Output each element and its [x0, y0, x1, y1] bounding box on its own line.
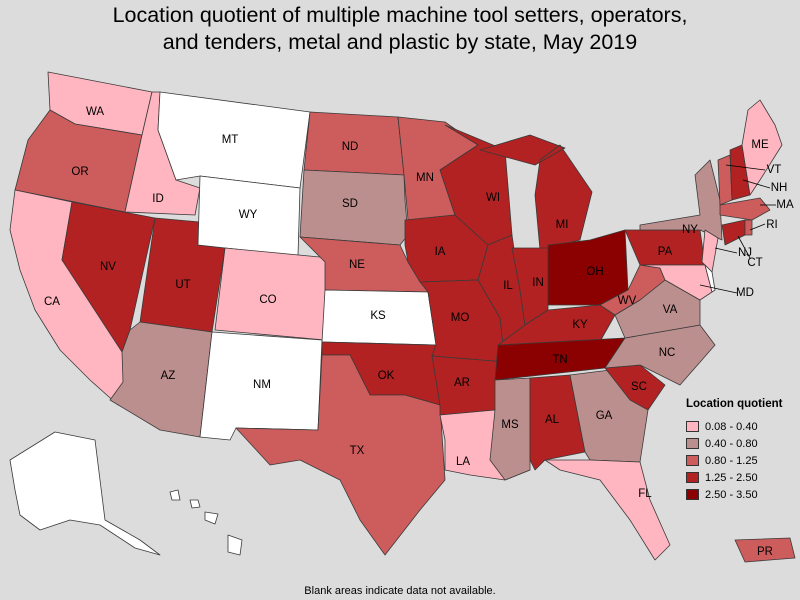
state-label-oh: OH — [586, 266, 603, 278]
state-label-wv: WV — [618, 295, 637, 307]
state-label-sd: SD — [342, 198, 358, 210]
state-label-vt: VT — [767, 164, 782, 176]
state-ri — [744, 219, 753, 236]
state-label-me: ME — [751, 139, 769, 151]
state-ct — [721, 219, 746, 246]
state-label-tx: TX — [350, 445, 365, 457]
state-label-md: MD — [736, 287, 754, 299]
state-label-ks: KS — [370, 310, 386, 322]
state-label-wy: WY — [239, 209, 258, 221]
state-label-pa: PA — [658, 246, 673, 258]
state-label-mi: MI — [556, 219, 569, 231]
legend-label: 2.50 - 3.50 — [705, 488, 758, 501]
state-label-mt: MT — [222, 134, 239, 146]
state-fl — [544, 459, 671, 561]
legend-swatch — [686, 472, 699, 483]
state-label-ut: UT — [175, 279, 190, 291]
state-hi — [169, 489, 243, 556]
state-label-nm: NM — [253, 379, 271, 391]
leader-line-nh — [742, 179, 771, 189]
state-ak — [9, 431, 161, 556]
state-label-nv: NV — [100, 261, 116, 273]
footnote: Blank areas indicate data not available. — [304, 585, 496, 597]
map-title: Location quotient of multiple machine to… — [0, 2, 800, 56]
state-label-ca: CA — [44, 296, 60, 308]
state-label-nd: ND — [342, 141, 359, 153]
state-label-ga: GA — [596, 410, 613, 422]
state-label-il: IL — [503, 280, 513, 292]
map-title-line-2: and tenders, metal and plastic by state,… — [162, 30, 638, 54]
state-label-la: LA — [456, 456, 470, 468]
state-label-mn: MN — [416, 172, 434, 184]
legend-label: 0.40 - 0.80 — [705, 437, 758, 450]
state-label-ny: NY — [682, 224, 698, 236]
state-label-az: AZ — [161, 370, 176, 382]
state-label-mo: MO — [451, 312, 470, 324]
state-ma — [719, 197, 771, 221]
state-label-tn: TN — [552, 354, 567, 366]
state-label-co: CO — [259, 294, 276, 306]
legend-swatch — [686, 489, 699, 500]
state-label-al: AL — [545, 414, 560, 426]
state-label-ri: RI — [766, 219, 778, 231]
leader-line-ri — [749, 223, 766, 231]
leader-line-ct — [737, 235, 751, 259]
state-pr — [734, 537, 796, 563]
legend-item: 1.25 - 2.50 — [686, 469, 798, 486]
state-label-in: IN — [532, 277, 544, 289]
state-label-ia: IA — [435, 246, 446, 258]
legend-label: 0.80 - 1.25 — [705, 454, 758, 467]
legend-label: 0.08 - 0.40 — [705, 420, 758, 433]
state-label-ne: NE — [349, 259, 365, 271]
state-label-ok: OK — [378, 370, 395, 382]
state-label-wi: WI — [486, 192, 500, 204]
state-label-fl: FL — [638, 488, 652, 500]
legend-item: 0.80 - 1.25 — [686, 452, 798, 469]
state-de — [704, 264, 716, 293]
state-tx — [235, 354, 446, 556]
state-label-id: ID — [152, 193, 164, 205]
state-label-wa: WA — [86, 106, 104, 118]
leader-line-nj — [714, 247, 738, 254]
state-label-nj: NJ — [738, 247, 752, 259]
state-label-or: OR — [71, 166, 88, 178]
legend-item: 2.50 - 3.50 — [686, 486, 798, 503]
legend-title: Location quotient — [686, 398, 783, 410]
state-wi — [439, 124, 513, 246]
legend-item: 0.40 - 0.80 — [686, 435, 798, 452]
state-label-va: VA — [663, 304, 678, 316]
legend-swatch — [686, 421, 699, 432]
state-label-nh: NH — [771, 182, 788, 194]
map-title-line-1: Location quotient of multiple machine to… — [112, 3, 688, 27]
legend-item: 0.08 - 0.40 — [686, 418, 798, 435]
state-label-ma: MA — [776, 199, 794, 211]
state-label-nc: NC — [659, 347, 676, 359]
state-label-pr: PR — [757, 546, 773, 558]
legend-items: 0.08 - 0.40 0.40 - 0.80 0.80 - 1.25 1.25 - … — [686, 418, 798, 503]
state-vt — [717, 154, 733, 206]
legend-swatch — [686, 455, 699, 466]
state-label-ky: KY — [572, 319, 588, 331]
state-label-ms: MS — [501, 419, 519, 431]
leader-line-vt — [725, 164, 766, 171]
state-label-sc: SC — [631, 381, 647, 393]
legend: Location quotient 0.08 - 0.40 0.40 - 0.80… — [686, 398, 798, 503]
state-label-ct: CT — [747, 257, 762, 269]
state-me — [741, 99, 783, 196]
state-ny — [639, 159, 723, 241]
leader-line-md — [699, 284, 738, 294]
legend-swatch — [686, 438, 699, 449]
state-label-ar: AR — [454, 377, 470, 389]
state-mi — [479, 134, 593, 251]
legend-label: 1.25 - 2.50 — [705, 471, 758, 484]
